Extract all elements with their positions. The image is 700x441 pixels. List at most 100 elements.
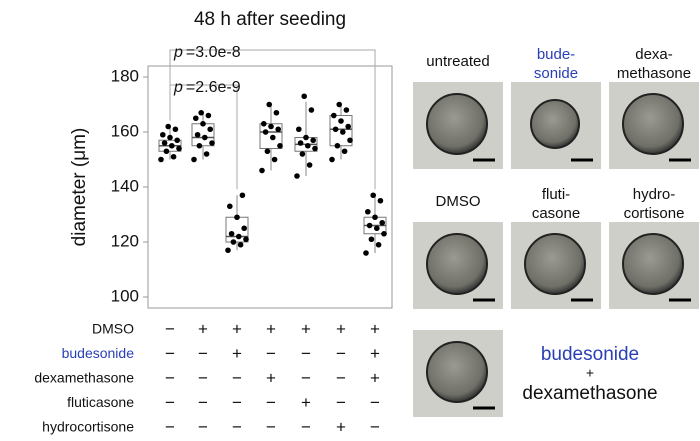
page: {"chart_data": {"type": "box", "title": … xyxy=(0,0,700,441)
data-point xyxy=(263,129,269,135)
data-point xyxy=(301,93,307,99)
treatment-sign: − xyxy=(198,417,208,436)
y-tick-label: 140 xyxy=(111,176,139,195)
treatment-sign: + xyxy=(301,393,311,412)
data-point xyxy=(240,192,246,198)
treatment-name: budesonide xyxy=(62,345,135,361)
data-point xyxy=(197,143,203,149)
treatment-sign: − xyxy=(301,344,311,363)
treatment-sign: − xyxy=(336,344,346,363)
image-label: sonide xyxy=(534,65,578,82)
spheroid xyxy=(427,234,487,294)
image-label: + xyxy=(586,365,594,381)
p-symbol: p xyxy=(173,79,183,96)
data-point xyxy=(195,132,201,138)
spheroid xyxy=(623,94,683,154)
treatment-name: fluticasone xyxy=(67,394,134,410)
image-label: hydro- xyxy=(633,186,676,203)
data-point xyxy=(165,124,171,130)
p-symbol: p xyxy=(173,44,183,61)
data-point xyxy=(274,110,280,116)
data-point xyxy=(206,113,212,119)
spheroid xyxy=(525,234,585,294)
data-point xyxy=(338,118,344,124)
data-point xyxy=(173,126,179,132)
data-point xyxy=(234,214,240,220)
data-point xyxy=(331,113,337,119)
y-tick-label: 160 xyxy=(111,121,139,140)
image-label: methasone xyxy=(617,65,691,82)
treatment-sign: + xyxy=(370,368,380,387)
spheroid xyxy=(623,234,683,294)
treatment-sign: + xyxy=(336,319,346,338)
p-text: =2.6e-9 xyxy=(186,79,241,96)
data-point xyxy=(294,173,300,179)
treatment-sign: − xyxy=(336,393,346,412)
data-point xyxy=(272,157,278,163)
spheroid xyxy=(531,100,579,148)
data-point xyxy=(162,140,168,146)
spheroid xyxy=(427,94,487,154)
data-point xyxy=(298,140,304,146)
data-point xyxy=(379,220,385,226)
data-point xyxy=(305,143,311,149)
image-label: cortisone xyxy=(624,205,685,222)
data-point xyxy=(310,137,316,143)
data-point xyxy=(381,231,387,237)
treatment-sign: + xyxy=(232,319,242,338)
data-point xyxy=(345,124,351,130)
data-point xyxy=(243,236,249,242)
data-point xyxy=(261,121,267,127)
treatment-sign: − xyxy=(165,393,175,412)
data-point xyxy=(312,146,318,152)
data-point xyxy=(209,140,215,146)
data-point xyxy=(158,157,164,163)
data-point xyxy=(270,135,276,141)
data-point xyxy=(303,135,309,141)
treatment-sign: − xyxy=(232,393,242,412)
image-label: budesonide xyxy=(541,344,639,365)
treatment-sign: − xyxy=(232,368,242,387)
treatment-sign: + xyxy=(266,368,276,387)
data-point xyxy=(229,231,235,237)
treatment-sign: + xyxy=(370,319,380,338)
data-point xyxy=(266,102,272,108)
data-point xyxy=(160,132,166,138)
image-label: DMSO xyxy=(436,193,481,210)
y-tick-label: 100 xyxy=(111,286,139,305)
figure: 48 h after seeding diameter (μm) 100 120 1… xyxy=(0,0,700,441)
treatment-sign: − xyxy=(301,417,311,436)
data-point xyxy=(296,126,302,132)
data-point xyxy=(347,137,353,143)
treatment-sign: + xyxy=(336,417,346,436)
image-label: dexa- xyxy=(635,46,673,63)
image-label: fluti- xyxy=(542,186,570,203)
chart-title: 48 h after seeding xyxy=(194,9,346,30)
treatment-sign: + xyxy=(370,344,380,363)
data-point xyxy=(342,148,348,154)
treatment-sign: − xyxy=(165,344,175,363)
data-point xyxy=(169,143,175,149)
data-point xyxy=(307,162,313,168)
treatment-sign: − xyxy=(370,393,380,412)
treatment-sign: + xyxy=(198,319,208,338)
p-text: =3.0e-8 xyxy=(186,44,241,61)
treatment-sign: − xyxy=(165,417,175,436)
y-tick-label: 120 xyxy=(111,231,139,250)
data-point xyxy=(174,137,180,143)
data-point xyxy=(335,143,341,149)
data-point xyxy=(329,157,335,163)
y-axis-label: diameter (μm) xyxy=(69,128,90,247)
image-label: casone xyxy=(532,205,580,222)
data-point xyxy=(365,209,371,215)
data-point xyxy=(344,107,350,113)
data-point xyxy=(259,168,265,174)
data-point xyxy=(370,192,376,198)
data-point xyxy=(164,148,170,154)
image-label: untreated xyxy=(426,53,489,70)
image-label: bude- xyxy=(537,46,575,63)
data-point xyxy=(340,129,346,135)
data-point xyxy=(191,157,197,163)
data-point xyxy=(275,126,281,132)
data-point xyxy=(238,242,244,248)
